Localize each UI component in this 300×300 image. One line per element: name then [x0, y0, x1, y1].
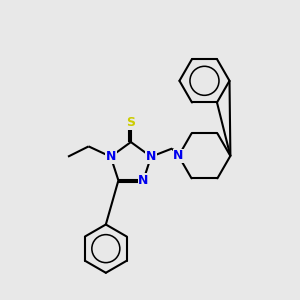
Text: N: N	[173, 149, 184, 162]
Text: S: S	[126, 116, 135, 129]
Text: N: N	[146, 150, 156, 163]
Text: N: N	[138, 174, 148, 187]
Text: N: N	[106, 150, 116, 163]
